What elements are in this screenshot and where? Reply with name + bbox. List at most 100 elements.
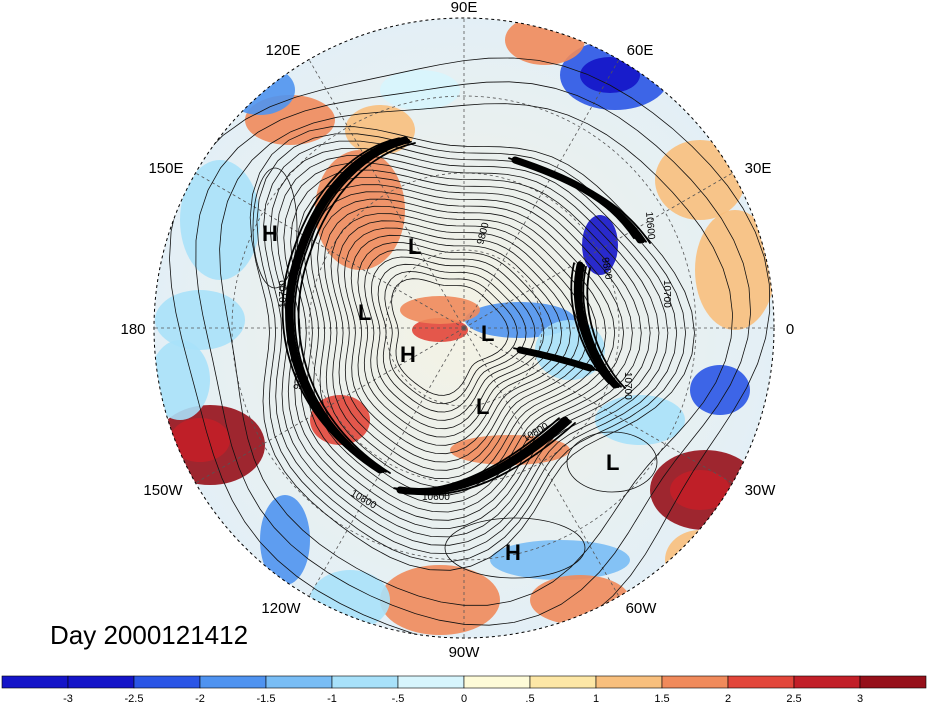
contour-label: 10600 <box>643 211 656 240</box>
height-contour <box>566 431 658 493</box>
jet-contours <box>281 136 651 496</box>
anomaly-patch <box>655 140 745 220</box>
low-pressure-marker: L <box>481 321 494 346</box>
height-contours <box>169 57 771 638</box>
longitude-labels: 90E 60E 30E 0 30W 60W 90W 120W 150W 180 … <box>120 0 794 661</box>
height-contour <box>357 242 554 438</box>
jet-contour <box>393 417 560 491</box>
meridian-line <box>195 172 465 329</box>
meridian-line <box>463 327 733 484</box>
height-contour <box>249 126 695 571</box>
colorbar-tick-label: -3 <box>63 693 73 702</box>
height-contour <box>317 198 607 488</box>
lon-label-150e: 150E <box>148 160 183 177</box>
lon-label-0: 0 <box>786 321 794 338</box>
colorbar-tick-label: 1 <box>593 693 599 702</box>
height-contour <box>323 205 598 480</box>
pressure-centers: H L L L H L L L H <box>262 221 619 565</box>
height-contour <box>343 227 571 455</box>
jet-contour <box>293 140 412 473</box>
colorbar-tick-label: 3 <box>857 693 863 702</box>
anomaly-patch <box>690 365 750 415</box>
high-pressure-marker: H <box>505 540 521 565</box>
latitude-circle <box>308 172 620 484</box>
lon-label-30w: 30W <box>745 482 777 499</box>
colorbar-tick-label: -1 <box>327 693 337 702</box>
jet-contour <box>524 162 651 244</box>
height-contour <box>350 234 563 446</box>
colorbar-tick-label: 1.5 <box>654 693 669 702</box>
lon-label-180: 180 <box>120 321 145 338</box>
jet-contour <box>401 418 570 495</box>
lon-label-120w: 120W <box>261 600 301 617</box>
meridian-line <box>308 59 465 329</box>
colorbar-swatch <box>331 675 399 689</box>
colorbar-swatch <box>859 675 927 689</box>
colorbar-tick-label: 0 <box>461 693 467 702</box>
date-title: Day 2000121412 <box>50 620 249 650</box>
colorbar-tick-label: -2.5 <box>125 693 144 702</box>
anomaly-field <box>154 18 774 638</box>
colorbar-swatch <box>463 675 531 689</box>
lon-label-150w: 150W <box>143 482 183 499</box>
anomaly-patch <box>580 57 640 93</box>
jet-contour <box>570 262 610 385</box>
latitude-circle <box>231 95 697 561</box>
height-contour <box>310 191 616 496</box>
jet-contour <box>405 420 572 495</box>
colorbar-swatch <box>265 675 333 689</box>
anomaly-patch <box>154 340 210 420</box>
low-pressure-marker: L <box>358 300 371 325</box>
anomaly-patch <box>260 495 310 585</box>
colorbar-tick-label: 2 <box>725 693 731 702</box>
colorbar-swatch <box>199 675 267 689</box>
anomaly-patch <box>400 296 480 324</box>
contour-label: 10700 <box>622 372 633 400</box>
colorbar-swatch <box>661 675 729 689</box>
height-contour <box>384 271 518 405</box>
lon-label-60w: 60W <box>626 600 658 617</box>
height-contour <box>195 81 752 626</box>
anomaly-patch <box>670 470 730 510</box>
colorbar-swatch <box>529 675 597 689</box>
jet-contour <box>289 138 410 473</box>
meridian-line <box>308 327 465 597</box>
height-contour <box>256 133 687 563</box>
colorbar-swatch <box>67 675 135 689</box>
jet-contour <box>297 142 416 474</box>
height-contour <box>330 213 589 471</box>
anomaly-patch <box>412 318 468 342</box>
disc-border <box>153 17 775 639</box>
jet-contour <box>582 265 622 388</box>
graticule <box>154 18 774 638</box>
height-contour <box>219 103 734 606</box>
contour-label: 10600 <box>422 492 450 503</box>
low-pressure-marker: L <box>476 394 489 419</box>
height-contour <box>337 220 580 463</box>
meridian-line <box>463 59 620 329</box>
contour-label: 10700 <box>278 280 289 308</box>
jet-contour <box>586 267 626 389</box>
high-pressure-marker: H <box>400 342 416 367</box>
anomaly-patch <box>530 575 630 625</box>
meridian-line <box>195 327 465 484</box>
height-contour <box>391 278 509 396</box>
colorbar-tick-label: -2 <box>195 693 205 702</box>
anomaly-patch <box>380 70 460 110</box>
colorbar-tick-label: 2.5 <box>786 693 801 702</box>
colorbar: -3 -2.5 -2 -1.5 -1 -.5 0 .5 1 1.5 2 2.5 3 <box>1 675 927 702</box>
height-contour <box>370 256 536 421</box>
anomaly-patch <box>490 540 630 580</box>
colorbar-tick-label: .5 <box>525 693 534 702</box>
colorbar-swatch <box>595 675 663 689</box>
height-contour <box>364 249 545 430</box>
height-contour <box>444 517 586 579</box>
anomaly-patch <box>665 530 735 590</box>
colorbar-swatch <box>793 675 861 689</box>
height-contour <box>252 167 298 289</box>
colorbar-swatch <box>397 675 465 689</box>
low-pressure-marker: L <box>408 234 421 259</box>
height-contour <box>169 57 771 638</box>
colorbar-swatch <box>727 675 795 689</box>
